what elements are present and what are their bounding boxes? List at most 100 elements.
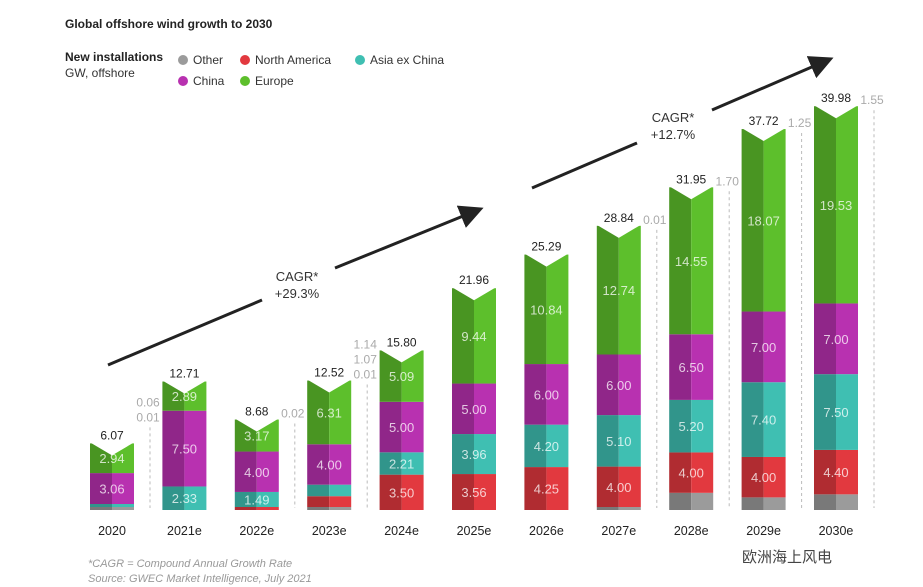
bar-segment-north-america [836, 449, 858, 495]
bar-segment-north-america [452, 474, 474, 510]
legend-label: China [193, 74, 225, 88]
cagr-2-label: CAGR* [652, 110, 695, 125]
cagr-arrow-1-tail [107, 298, 263, 367]
segment-label: 3.56 [461, 485, 486, 500]
bar-segment-europe [401, 350, 424, 402]
bar-segment-china [379, 401, 402, 453]
bar-segment-asia-ex-china [763, 382, 786, 457]
bar-top-notch [596, 224, 641, 238]
cagr-arrow-2-tail [531, 141, 638, 190]
bar-top-notch [814, 105, 858, 119]
x-tick-label: 2025e [457, 524, 492, 538]
x-tick-label: 2023e [312, 524, 347, 538]
segment-label: 4.20 [534, 439, 559, 454]
legend-label: Europe [255, 74, 294, 88]
segment-label: 1.49 [244, 492, 269, 507]
segment-label: 14.55 [675, 254, 708, 269]
x-tick-label: 2020 [98, 524, 126, 538]
segment-label: 6.50 [679, 360, 704, 375]
bar-segment-europe [814, 106, 836, 304]
bar-segment-asia-ex-china [401, 452, 424, 475]
bar-segment-asia-ex-china [474, 434, 496, 475]
bar-segment-north-america [763, 456, 786, 498]
footnote-source: Source: GWEC Market Intelligence, July 2… [88, 573, 312, 585]
bar-segment-europe [452, 288, 474, 384]
bar-top-notch [162, 380, 207, 394]
subtitle-installations: New installations [65, 50, 164, 64]
bar-top-notch [524, 253, 569, 267]
total-label: 21.96 [459, 273, 489, 287]
bar-segment-north-america [669, 452, 692, 493]
segment-label: 4.00 [244, 465, 269, 480]
legend-asia-ex-china: Asia ex China [355, 53, 444, 67]
bar-segment-europe [524, 254, 547, 365]
bar-segment-other [90, 507, 112, 510]
segment-label: 4.00 [679, 466, 704, 481]
segment-label: 7.40 [751, 413, 776, 428]
segment-label: 2.21 [389, 456, 414, 471]
outside-label: 1.55 [860, 93, 884, 107]
bar-segment-north-america [307, 496, 330, 507]
bar-segment-china [112, 473, 134, 504]
bar-segment-north-america [401, 474, 424, 510]
segment-label: 3.06 [99, 482, 124, 497]
cagr-arrow-2-head [711, 56, 834, 112]
bar-segment-other [329, 507, 352, 510]
total-label: 8.68 [245, 405, 269, 419]
segment-label: 2.89 [172, 389, 197, 404]
segment-label: 7.50 [823, 405, 848, 420]
x-tick-label: 2021e [167, 524, 202, 538]
bar-segment-europe [691, 187, 714, 335]
bar-segment-china [401, 401, 424, 453]
total-label: 39.98 [821, 91, 851, 105]
bar-segment-china [307, 444, 330, 485]
legend-china: China [178, 74, 224, 88]
segment-label: 18.07 [747, 213, 780, 228]
bar-segment-europe [618, 225, 641, 355]
legend-dot [240, 76, 250, 86]
segment-label: 6.00 [534, 387, 559, 402]
legend-dot [240, 55, 250, 65]
bar-segment-china [234, 451, 257, 492]
bar-segment-asia-ex-china [669, 399, 692, 453]
total-label: 12.71 [169, 367, 199, 381]
legend-europe: Europe [240, 74, 294, 88]
bar-segment-asia-ex-china [618, 415, 641, 467]
bar-segment-europe [669, 187, 692, 335]
segment-label: 3.50 [389, 485, 414, 500]
bar-segment-north-america [741, 456, 764, 498]
bar-segment-other [596, 507, 619, 510]
bar-segment-china [256, 451, 279, 492]
bar-segment-asia-ex-china [90, 504, 112, 507]
legend-label: Other [193, 53, 224, 67]
segment-label: 7.50 [172, 442, 197, 457]
bar-segment-china [596, 354, 619, 416]
bar-top-notch [669, 186, 714, 200]
bar-top-notch [90, 442, 134, 456]
total-label: 28.84 [604, 211, 634, 225]
bar-segment-north-america [618, 466, 641, 507]
bar-segment-china [669, 334, 692, 400]
segment-label: 10.84 [530, 302, 563, 317]
bar-segment-asia-ex-china [234, 491, 257, 507]
bar-segment-north-america [524, 467, 547, 510]
bar-top-notch [234, 418, 279, 432]
bar-segment-asia-ex-china [836, 374, 858, 450]
bar-segment-europe [379, 350, 402, 402]
segment-label: 2.33 [172, 491, 197, 506]
legend-label: Asia ex China [370, 53, 445, 67]
cagr-1-label: CAGR* [276, 269, 319, 284]
watermark: 欧洲海上风电 [742, 549, 833, 566]
bar-segment-north-america [256, 507, 279, 510]
bar-segment-china [546, 364, 569, 425]
segment-label: 5.20 [679, 419, 704, 434]
segment-label: 4.40 [823, 465, 848, 480]
bar-segment-asia-ex-china [596, 415, 619, 467]
bar-segment-europe [474, 288, 496, 384]
bar-segment-china [814, 303, 836, 375]
segment-label: 5.00 [461, 402, 486, 417]
total-label: 31.95 [676, 172, 706, 186]
total-label: 25.29 [531, 240, 561, 254]
bar-segment-europe [741, 129, 764, 312]
bar-segment-asia-ex-china [814, 374, 836, 450]
